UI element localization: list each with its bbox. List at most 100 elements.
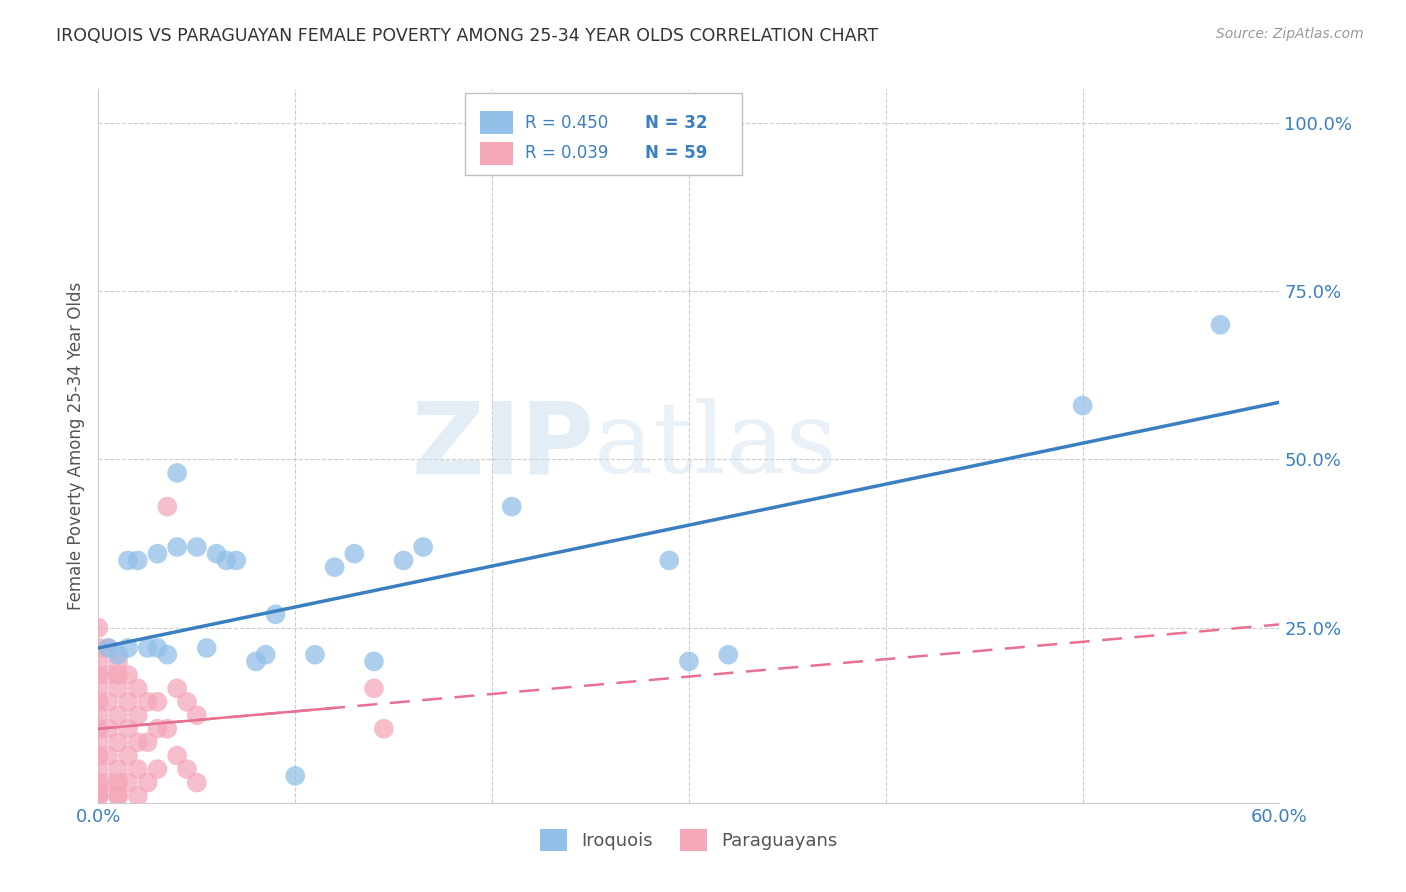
Point bbox=[87, 789, 110, 803]
Point bbox=[107, 655, 129, 669]
Point bbox=[166, 466, 188, 480]
Point bbox=[87, 735, 110, 749]
Point bbox=[412, 540, 434, 554]
Point bbox=[117, 695, 139, 709]
Text: N = 59: N = 59 bbox=[645, 145, 707, 162]
Text: ZIP: ZIP bbox=[412, 398, 595, 494]
Point bbox=[87, 708, 110, 723]
Point bbox=[323, 560, 346, 574]
Point bbox=[97, 668, 120, 682]
Point bbox=[87, 789, 110, 803]
Bar bbox=[479, 112, 513, 134]
Point bbox=[117, 668, 139, 682]
Point bbox=[87, 782, 110, 797]
Point bbox=[127, 762, 149, 776]
Point bbox=[87, 621, 110, 635]
Point bbox=[136, 735, 159, 749]
Point bbox=[87, 789, 110, 803]
Point bbox=[156, 648, 179, 662]
Point bbox=[304, 648, 326, 662]
Point bbox=[107, 762, 129, 776]
Y-axis label: Female Poverty Among 25-34 Year Olds: Female Poverty Among 25-34 Year Olds bbox=[66, 282, 84, 610]
Point bbox=[373, 722, 395, 736]
Point bbox=[117, 775, 139, 789]
Point bbox=[658, 553, 681, 567]
Point bbox=[136, 775, 159, 789]
Point bbox=[392, 553, 415, 567]
Point bbox=[146, 640, 169, 655]
Point bbox=[97, 640, 120, 655]
Point bbox=[117, 748, 139, 763]
Bar bbox=[479, 142, 513, 165]
Point bbox=[107, 789, 129, 803]
Point bbox=[107, 789, 129, 803]
Point bbox=[215, 553, 238, 567]
Point bbox=[87, 681, 110, 696]
Point bbox=[264, 607, 287, 622]
Point bbox=[501, 500, 523, 514]
Point bbox=[176, 762, 198, 776]
Point bbox=[97, 695, 120, 709]
Point bbox=[107, 735, 129, 749]
Point bbox=[117, 553, 139, 567]
Point bbox=[107, 648, 129, 662]
Point bbox=[87, 655, 110, 669]
Point bbox=[97, 775, 120, 789]
Point bbox=[127, 681, 149, 696]
Text: N = 32: N = 32 bbox=[645, 114, 707, 132]
Point bbox=[97, 722, 120, 736]
Point bbox=[136, 640, 159, 655]
Point bbox=[107, 708, 129, 723]
Text: IROQUOIS VS PARAGUAYAN FEMALE POVERTY AMONG 25-34 YEAR OLDS CORRELATION CHART: IROQUOIS VS PARAGUAYAN FEMALE POVERTY AM… bbox=[56, 27, 879, 45]
Point bbox=[127, 789, 149, 803]
Point bbox=[97, 640, 120, 655]
Point bbox=[186, 708, 208, 723]
Point bbox=[186, 775, 208, 789]
Text: R = 0.039: R = 0.039 bbox=[524, 145, 609, 162]
Point bbox=[1071, 399, 1094, 413]
Text: R = 0.450: R = 0.450 bbox=[524, 114, 607, 132]
Point bbox=[363, 655, 385, 669]
Point bbox=[136, 695, 159, 709]
Point bbox=[678, 655, 700, 669]
Point bbox=[87, 775, 110, 789]
Point bbox=[127, 708, 149, 723]
Point bbox=[254, 648, 277, 662]
Point bbox=[87, 695, 110, 709]
Point bbox=[107, 775, 129, 789]
Point bbox=[146, 722, 169, 736]
Point bbox=[117, 722, 139, 736]
Point bbox=[87, 762, 110, 776]
Point bbox=[1209, 318, 1232, 332]
Point bbox=[87, 668, 110, 682]
FancyBboxPatch shape bbox=[464, 93, 742, 175]
Point bbox=[146, 695, 169, 709]
Point bbox=[717, 648, 740, 662]
Point bbox=[146, 547, 169, 561]
Point bbox=[166, 748, 188, 763]
Point bbox=[127, 735, 149, 749]
Point bbox=[87, 748, 110, 763]
Point bbox=[87, 640, 110, 655]
Point bbox=[156, 500, 179, 514]
Point bbox=[156, 722, 179, 736]
Point bbox=[87, 786, 110, 800]
Point bbox=[87, 789, 110, 803]
Legend: Iroquois, Paraguayans: Iroquois, Paraguayans bbox=[533, 822, 845, 858]
Point bbox=[186, 540, 208, 554]
Point bbox=[166, 540, 188, 554]
Point bbox=[195, 640, 218, 655]
Text: Source: ZipAtlas.com: Source: ZipAtlas.com bbox=[1216, 27, 1364, 41]
Point bbox=[205, 547, 228, 561]
Point bbox=[245, 655, 267, 669]
Point bbox=[176, 695, 198, 709]
Point bbox=[146, 762, 169, 776]
Point bbox=[117, 640, 139, 655]
Point bbox=[343, 547, 366, 561]
Text: atlas: atlas bbox=[595, 398, 837, 494]
Point bbox=[107, 681, 129, 696]
Point bbox=[363, 681, 385, 696]
Point bbox=[97, 748, 120, 763]
Point bbox=[166, 681, 188, 696]
Point bbox=[107, 668, 129, 682]
